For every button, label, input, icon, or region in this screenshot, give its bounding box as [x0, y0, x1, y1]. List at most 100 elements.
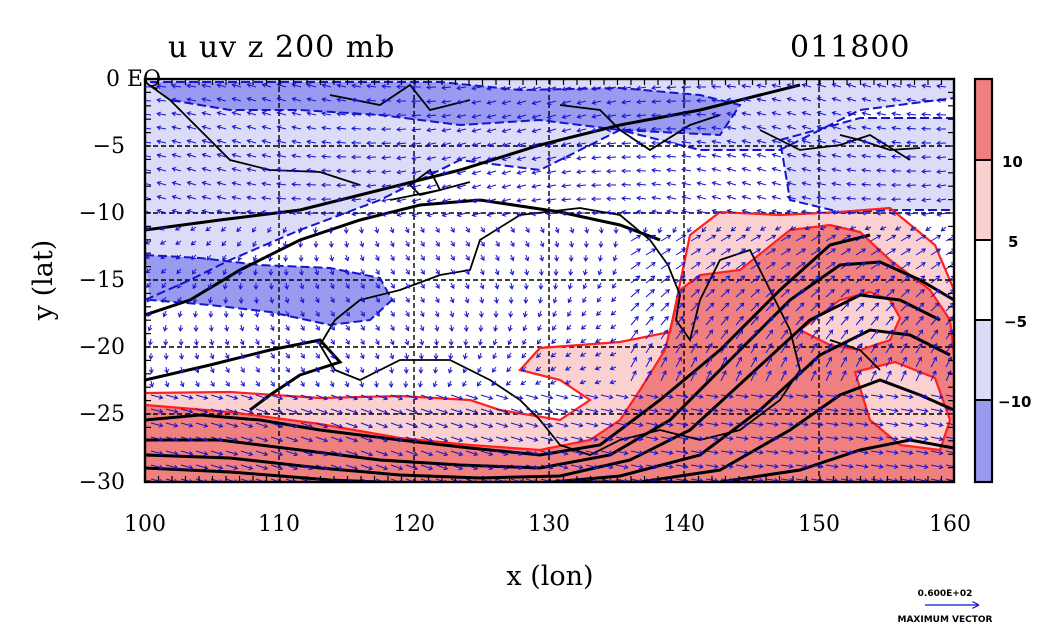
wind-vector	[569, 240, 574, 248]
wind-vector	[606, 113, 617, 119]
wind-vector	[375, 338, 380, 346]
wind-vector	[855, 342, 863, 354]
wind-vector	[645, 262, 656, 270]
wind-vector	[180, 464, 194, 470]
wind-vector	[405, 268, 410, 275]
wind-vector	[231, 209, 242, 215]
wind-vector	[690, 329, 699, 340]
wind-vector	[915, 289, 925, 298]
wind-vector	[612, 254, 618, 262]
wind-vector	[222, 268, 228, 276]
wind-vector	[345, 436, 359, 443]
wind-vector	[531, 128, 542, 134]
wind-vector	[771, 195, 782, 200]
wind-vector	[285, 324, 290, 332]
wind-vector	[610, 324, 617, 329]
wind-vector	[375, 464, 389, 471]
wind-vector	[465, 240, 470, 247]
wind-vector	[816, 138, 827, 144]
colorbar-segment	[975, 79, 992, 160]
wind-vector	[450, 254, 455, 261]
wind-vector	[855, 289, 865, 298]
wind-vector	[298, 254, 304, 262]
wind-vector	[696, 167, 707, 173]
wind-vector	[876, 196, 887, 202]
wind-vector	[231, 83, 242, 88]
wind-vector	[186, 152, 197, 158]
wind-vector	[420, 268, 425, 275]
wind-vector	[726, 111, 737, 117]
wind-vector	[321, 168, 332, 174]
wind-vector	[555, 408, 569, 414]
y-tick-label: −25	[79, 402, 125, 427]
wind-vector	[209, 352, 215, 360]
wind-vector	[780, 421, 794, 427]
wind-vector	[148, 352, 154, 360]
wind-vector	[610, 310, 617, 316]
wind-vector	[615, 464, 629, 470]
wind-vector	[825, 262, 836, 270]
wind-vector	[435, 394, 449, 401]
wind-vector	[223, 310, 229, 318]
wind-vector	[906, 182, 917, 188]
wind-vector	[231, 167, 242, 172]
wind-vector	[388, 380, 394, 388]
wind-vector	[390, 310, 395, 317]
wind-vector	[891, 168, 902, 174]
wind-vector	[505, 380, 512, 386]
wind-vector	[940, 226, 947, 232]
wind-vector	[156, 167, 167, 172]
wind-vector	[771, 83, 782, 89]
wind-vector	[780, 407, 794, 413]
wind-vector	[231, 110, 242, 116]
wind-vector	[795, 315, 804, 326]
wind-vector	[434, 324, 440, 332]
wind-vector	[222, 282, 228, 290]
wind-vector	[405, 296, 410, 303]
wind-vector	[855, 329, 864, 340]
wind-vector	[576, 100, 587, 105]
wind-vector	[636, 154, 647, 160]
wind-vector	[146, 296, 152, 303]
wind-vector	[538, 268, 544, 276]
wind-vector	[765, 302, 775, 312]
wind-vector	[621, 168, 632, 174]
wind-vector	[537, 310, 543, 318]
wind-vector	[675, 450, 689, 456]
wind-vector	[591, 182, 602, 188]
wind-vector	[267, 240, 273, 248]
wind-vector	[765, 315, 774, 326]
wind-vector	[585, 450, 599, 456]
wind-vector	[675, 464, 689, 470]
wind-vector	[509, 254, 515, 262]
wind-vector	[255, 394, 269, 401]
wind-vector	[314, 268, 320, 276]
wind-vector	[576, 183, 587, 189]
wind-vector	[765, 289, 775, 298]
wind-vector	[269, 296, 275, 304]
wind-vector	[870, 248, 882, 256]
wind-vector	[471, 170, 482, 176]
wind-vector	[750, 393, 764, 399]
wind-vector	[255, 352, 260, 360]
wind-vector	[404, 324, 410, 332]
wind-vector	[567, 310, 572, 317]
wind-vector	[516, 142, 527, 148]
wind-vector	[553, 282, 559, 290]
wind-vector	[645, 356, 652, 368]
wind-vector	[366, 83, 377, 89]
wind-vector	[630, 302, 640, 312]
wind-vector	[449, 296, 455, 304]
wind-vector	[660, 450, 674, 456]
wind-vector	[855, 248, 867, 256]
wind-vector	[855, 275, 866, 284]
wind-vector	[390, 296, 395, 303]
wind-vector	[351, 140, 362, 146]
wind-vector	[630, 450, 644, 456]
reference-vector: 0.600E+02 MAXIMUM VECTOR	[897, 589, 992, 625]
wind-vector	[345, 352, 350, 360]
wind-vector	[405, 436, 419, 443]
wind-vector	[434, 310, 440, 318]
wind-vector	[201, 138, 212, 144]
wind-vector	[819, 225, 827, 231]
